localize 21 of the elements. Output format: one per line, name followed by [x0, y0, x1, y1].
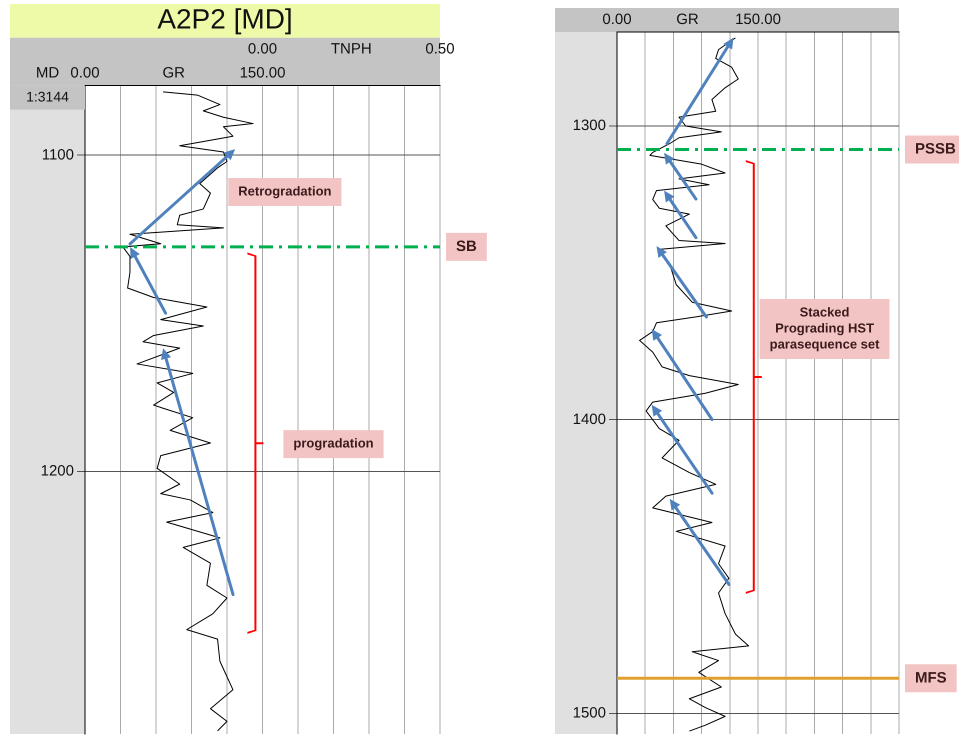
y-tick-label: 1100 [42, 146, 74, 164]
annotation: Stacked Prograding HST parasequence set [770, 304, 880, 352]
ref-line-label: MFS [914, 669, 947, 686]
x-tick-label: 150.00 [240, 64, 286, 82]
x-tick-label: 150.00 [735, 11, 781, 28]
chart-title: A2P2 [MD] [157, 4, 293, 35]
ref-line-label: PSSB [914, 140, 956, 158]
x2-tick-label: 0.50 [425, 40, 455, 58]
x2-tick-label: 0.00 [248, 40, 278, 58]
y-tick-label: 1500 [572, 704, 606, 722]
text: 1:3144 [26, 88, 70, 104]
y-tick-label: 1400 [572, 410, 606, 428]
y-tick-label: 1300 [572, 117, 606, 134]
x2-axis-title: TNPH [330, 40, 372, 58]
ref-line-label: SB [456, 238, 477, 256]
y-axis-title: MD [36, 64, 60, 82]
y-tick-label: 1200 [40, 462, 74, 480]
annotation: progradation [293, 436, 374, 451]
x-axis-title: GR [676, 11, 699, 28]
annotation: Retrogradation [238, 184, 332, 199]
x-axis-title: GR [162, 64, 186, 82]
